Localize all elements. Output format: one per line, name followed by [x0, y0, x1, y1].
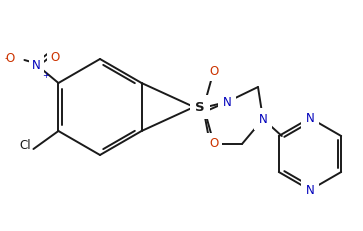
Text: N: N	[306, 112, 314, 125]
Text: Cl: Cl	[20, 138, 32, 151]
Text: -: -	[5, 53, 8, 63]
Text: S: S	[195, 101, 205, 114]
Text: N: N	[223, 96, 231, 109]
Text: O: O	[5, 51, 15, 64]
Text: O: O	[209, 137, 219, 150]
Text: +: +	[42, 71, 49, 80]
Text: O: O	[51, 51, 60, 64]
Text: N: N	[32, 59, 41, 72]
Text: O: O	[209, 65, 219, 78]
Text: N: N	[306, 184, 314, 197]
Text: N: N	[258, 113, 268, 126]
